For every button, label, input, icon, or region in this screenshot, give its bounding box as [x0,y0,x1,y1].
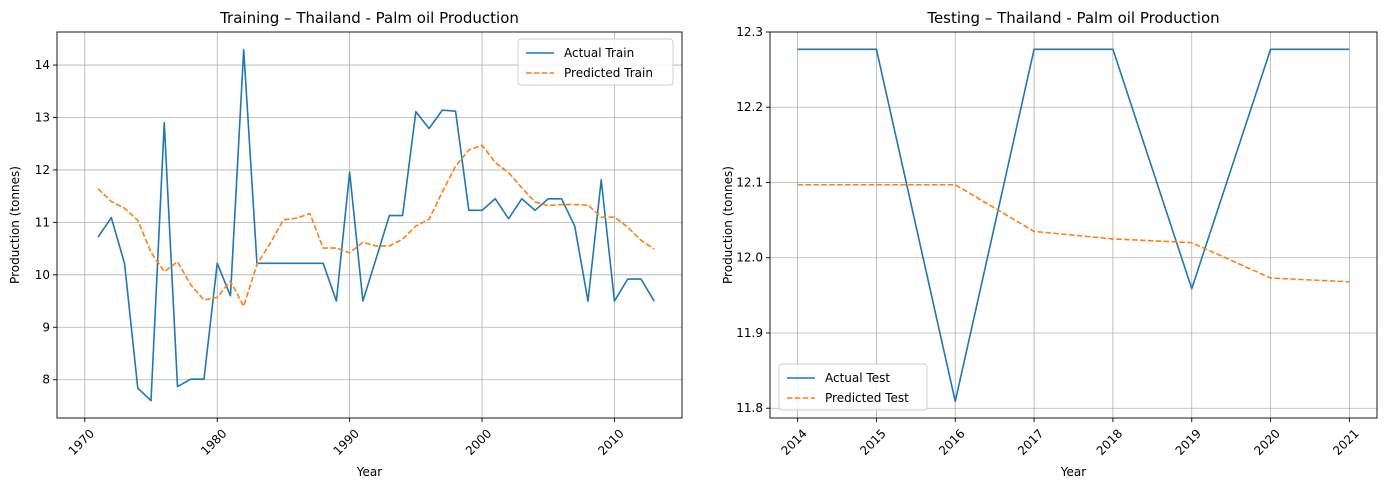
y-tick-label: 13 [35,110,50,124]
legend-box [517,38,674,86]
x-tick-label: 1990 [330,426,361,457]
axes-frame [769,31,1378,419]
y-tick-label: 8 [42,373,50,387]
x-tick-label: 2010 [595,426,626,457]
x-tick-label: 2020 [1251,426,1282,457]
series-line-predicted-train [97,144,655,308]
axes-frame [56,31,683,419]
x-tick-label: 2021 [1330,426,1361,457]
subplot-2: 2014 2015 2016 2017 2018 2019 2020 2021 11.8 11.9… [721,9,1378,479]
series-line-actual-test [797,48,1350,403]
x-tick-label: 2019 [1173,426,1204,457]
y-tick-label: 12.3 [736,25,763,39]
series-line-predicted-test [797,183,1350,283]
y-tick-label: 11.9 [736,326,763,340]
y-tick-label: 12 [35,163,50,177]
x-tick-label: 2016 [936,426,967,457]
legend: Actual Test Predicted Test [778,363,928,411]
x-tick-label: 2015 [857,426,888,457]
x-tick-label: 2014 [778,426,809,457]
y-tick-label: 12.1 [736,175,763,189]
chart-title: Training – Thailand - Palm oil Productio… [219,9,519,27]
y-tick-label: 9 [42,320,50,334]
x-axis-label: Year [1060,465,1086,479]
x-axis-label: Year [356,465,382,479]
y-tick-label: 12.2 [736,100,763,114]
legend-entry-label: Predicted Test [825,391,909,405]
y-tick-label: 11 [35,215,50,229]
y-tick-label: 14 [35,58,50,72]
legend-entry-label: Actual Test [825,371,890,385]
series-line-actual-train [97,49,655,402]
x-tick-label: 1970 [66,426,97,457]
x-tick-label: 2017 [1015,426,1046,457]
y-tick-label: 11.8 [736,401,763,415]
x-tick-label: 1980 [198,426,229,457]
chart-title: Testing – Thailand - Palm oil Production [926,9,1219,27]
y-axis-label: Production (tonnes) [721,166,735,284]
legend-box [778,363,928,411]
y-axis-label: Production (tonnes) [8,166,22,284]
y-tick-label: 12.0 [736,251,763,265]
x-tick-label: 2000 [463,426,494,457]
y-tick-label: 10 [35,268,50,282]
subplot-1: 1970 1980 1990 2000 2010 8 9 10 11 12 13 14 Training… [8,9,683,479]
legend-entry-label: Actual Train [564,46,634,60]
x-tick-label: 2018 [1094,426,1125,457]
legend-entry-label: Predicted Train [564,66,653,80]
legend: Actual Train Predicted Train [517,38,674,86]
